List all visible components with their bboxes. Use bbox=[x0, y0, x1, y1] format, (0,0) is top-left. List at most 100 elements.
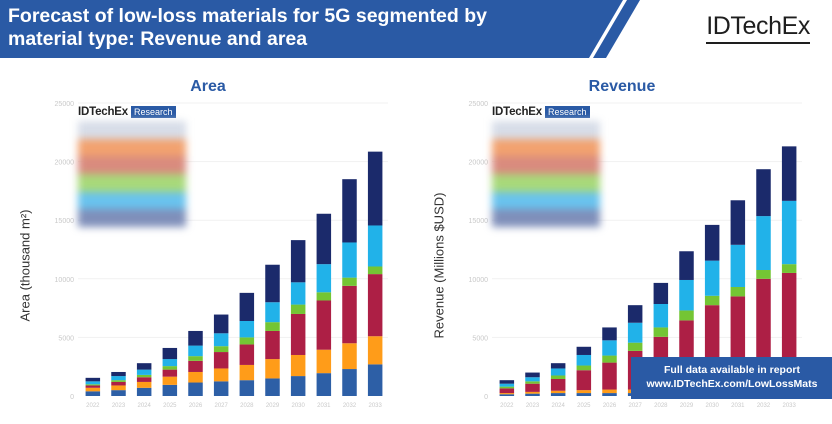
area-chart-bar-2023-series-2 bbox=[111, 385, 126, 391]
area-chart-bar-2028-series-4 bbox=[239, 337, 255, 345]
area-chart-x-tick-label: 2024 bbox=[137, 403, 151, 409]
area-chart-bar-2028-series-2 bbox=[239, 364, 255, 381]
area-chart-bar-2030-series-1 bbox=[290, 376, 306, 396]
revenue-chart-x-tick-label: 2033 bbox=[782, 403, 796, 409]
revenue-chart-x-tick-label: 2030 bbox=[705, 403, 719, 409]
revenue-chart-bar-2025-series-6 bbox=[576, 346, 592, 355]
area-chart-bar-2023-series-4 bbox=[111, 380, 126, 382]
area-chart-bar-2026-series-4 bbox=[188, 356, 203, 361]
area-chart-bar-2029-series-4 bbox=[265, 322, 280, 331]
revenue-chart-bar-2022-series-1 bbox=[499, 394, 515, 396]
area-chart-bar-2022-series-2 bbox=[85, 387, 101, 392]
area-chart-bar-2029-series-6 bbox=[265, 264, 280, 303]
area-chart-bar-2027-series-2 bbox=[213, 368, 229, 382]
revenue-chart-x-tick-label: 2024 bbox=[551, 403, 565, 409]
area-chart: 0 5000 10000 15000 20000 25000 2022 2023 2024 202… bbox=[55, 101, 388, 409]
revenue-chart-bar-2026-series-2 bbox=[602, 389, 617, 394]
area-chart-bar-2024-series-3 bbox=[136, 377, 152, 382]
revenue-chart-bar-2027-series-4 bbox=[627, 342, 643, 351]
area-chart-bar-2028-series-1 bbox=[239, 380, 255, 396]
area-chart-bar-2030-series-4 bbox=[290, 304, 306, 314]
area-chart-bar-2027-series-5 bbox=[213, 333, 229, 347]
area-chart-y-tick-label: 15000 bbox=[55, 218, 75, 225]
area-chart-bar-2031-series-3 bbox=[316, 300, 332, 350]
revenue-chart-bar-2025-series-3 bbox=[576, 370, 592, 391]
area-chart-bar-2024-series-1 bbox=[136, 387, 152, 396]
revenue-legend-brand: IDTechEx Research bbox=[492, 105, 590, 119]
revenue-chart-bar-2032-series-4 bbox=[756, 270, 771, 279]
revenue-chart-bar-2022-series-3 bbox=[499, 388, 515, 394]
revenue-chart-title: Revenue bbox=[588, 78, 656, 95]
area-chart-bar-2027-series-6 bbox=[213, 314, 229, 334]
revenue-chart-bar-2024-series-6 bbox=[550, 363, 566, 369]
area-chart-bar-2033-series-1 bbox=[367, 364, 383, 396]
revenue-chart-bar-2033-series-6 bbox=[781, 146, 797, 201]
area-chart-bar-2031-series-2 bbox=[316, 349, 332, 374]
area-chart-bar-2031-series-6 bbox=[316, 213, 332, 265]
revenue-chart-bar-2031-series-5 bbox=[730, 244, 746, 288]
area-chart-bar-2023-series-1 bbox=[111, 390, 126, 396]
area-chart-bar-2033-series-3 bbox=[367, 274, 383, 337]
revenue-chart-bar-2022-series-5 bbox=[499, 383, 515, 387]
revenue-chart-bar-2030-series-5 bbox=[704, 260, 720, 296]
revenue-chart-bar-2023-series-5 bbox=[525, 377, 540, 382]
area-chart-title: Area bbox=[190, 78, 226, 95]
area-chart-panel: Area Area (thousand m²) 0 5000 10000 15000 2… bbox=[8, 72, 408, 422]
revenue-chart-legend: IDTechEx Research bbox=[492, 105, 602, 228]
callout-line1: Full data available in report bbox=[664, 364, 800, 376]
revenue-chart-bar-2024-series-3 bbox=[550, 379, 566, 391]
area-chart-bar-2032-series-4 bbox=[342, 277, 357, 286]
area-chart-bar-2026-series-2 bbox=[188, 371, 203, 383]
area-chart-bar-2033-series-2 bbox=[367, 336, 383, 365]
area-chart-bar-2030-series-3 bbox=[290, 313, 306, 355]
revenue-chart-x-tick-label: 2028 bbox=[654, 403, 668, 409]
area-chart-bar-2031-series-5 bbox=[316, 264, 332, 293]
area-chart-bar-2026-series-1 bbox=[188, 382, 203, 396]
revenue-chart-bar-2025-series-4 bbox=[576, 365, 592, 371]
area-chart-bar-2022-series-3 bbox=[85, 385, 101, 388]
revenue-chart-bar-2023-series-1 bbox=[525, 393, 540, 396]
revenue-chart-y-tick-label: 15000 bbox=[469, 218, 489, 225]
revenue-chart: 0 5000 10000 15000 20000 25000 2022 2023 2024 202… bbox=[469, 101, 802, 409]
callout-link[interactable]: www.IDTechEx.com/LowLossMats bbox=[646, 378, 818, 390]
revenue-chart-bar-2023-series-2 bbox=[525, 391, 540, 394]
area-chart-bar-2026-series-5 bbox=[188, 345, 203, 357]
area-chart-x-tick-label: 2031 bbox=[317, 403, 331, 409]
area-chart-bar-2028-series-6 bbox=[239, 292, 255, 321]
area-chart-x-tick-label: 2030 bbox=[291, 403, 305, 409]
area-chart-bar-2030-series-2 bbox=[290, 354, 306, 377]
revenue-chart-bar-2030-series-4 bbox=[704, 295, 720, 306]
area-chart-x-tick-label: 2028 bbox=[240, 403, 254, 409]
revenue-chart-bar-2026-series-5 bbox=[602, 340, 617, 356]
revenue-chart-bar-2024-series-1 bbox=[550, 393, 566, 396]
page-title: Forecast of low-loss materials for 5G se… bbox=[8, 5, 608, 51]
area-chart-y-tick-label: 25000 bbox=[55, 101, 75, 108]
revenue-legend-brand-tag: Research bbox=[544, 106, 590, 118]
revenue-chart-bar-2026-series-6 bbox=[602, 327, 617, 341]
area-legend-brand-tag: Research bbox=[130, 106, 176, 118]
revenue-chart-y-tick-label: 0 bbox=[484, 394, 488, 401]
area-chart-bar-2028-series-5 bbox=[239, 320, 255, 338]
area-chart-bar-2022-series-5 bbox=[85, 381, 101, 385]
area-chart-y-tick-label: 10000 bbox=[55, 277, 75, 284]
area-chart-bar-2032-series-5 bbox=[342, 242, 357, 278]
revenue-legend-brand-name: IDTechEx bbox=[492, 106, 542, 118]
area-chart-bar-2028-series-3 bbox=[239, 344, 255, 365]
area-chart-bar-2032-series-3 bbox=[342, 285, 357, 344]
revenue-chart-bar-2025-series-5 bbox=[576, 354, 592, 366]
area-chart-bar-2022-series-1 bbox=[85, 391, 101, 396]
area-chart-x-tick-label: 2027 bbox=[214, 403, 228, 409]
revenue-chart-bar-2026-series-4 bbox=[602, 355, 617, 363]
revenue-chart-bar-2023-series-3 bbox=[525, 383, 540, 392]
revenue-chart-x-tick-label: 2023 bbox=[526, 403, 540, 409]
brand-logo: IDTechEx bbox=[706, 12, 810, 44]
banner-shape bbox=[0, 0, 640, 58]
area-chart-bar-2024-series-6 bbox=[136, 363, 152, 370]
area-chart-y-tick-label: 0 bbox=[70, 394, 74, 401]
area-chart-bar-2031-series-4 bbox=[316, 292, 332, 301]
area-chart-bar-2033-series-6 bbox=[367, 151, 383, 226]
area-chart-bar-2029-series-1 bbox=[265, 378, 280, 396]
area-legend-brand-name: IDTechEx bbox=[78, 106, 128, 118]
report-callout[interactable]: Full data available in report www.IDTech… bbox=[631, 357, 832, 399]
revenue-chart-x-tick-label: 2022 bbox=[500, 403, 514, 409]
